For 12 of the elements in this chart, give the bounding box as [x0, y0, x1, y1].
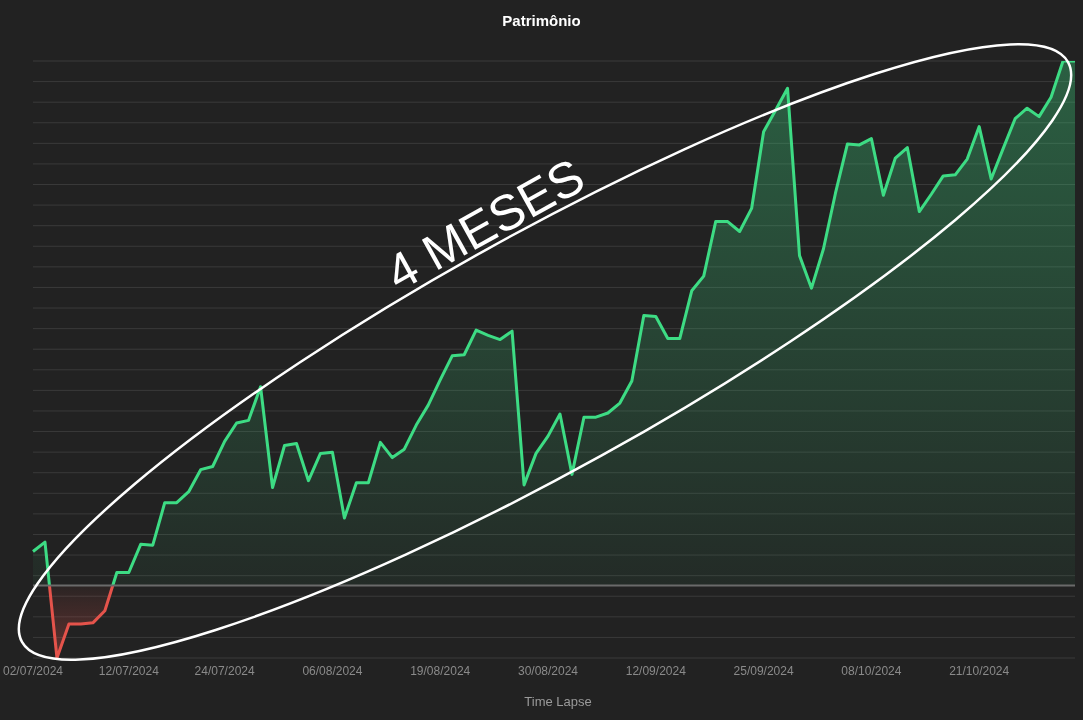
- x-tick-label: 24/07/2024: [194, 663, 255, 678]
- x-tick-label: 08/10/2024: [841, 663, 902, 678]
- x-tick-label: 30/08/2024: [517, 663, 579, 678]
- x-tick-label: 12/09/2024: [625, 663, 687, 678]
- text: Time Lapse: [524, 694, 592, 709]
- x-tick-label: 12/07/2024: [98, 663, 160, 678]
- x-tick-label: 19/08/2024: [410, 663, 471, 678]
- x-tick-label: 25/09/2024: [733, 663, 794, 678]
- x-tick-label: 21/10/2024: [949, 663, 1010, 678]
- chart-title: Patrimônio: [501, 12, 582, 29]
- x-tick-label: 02/07/2024: [2, 663, 64, 678]
- x-tick-label: 06/08/2024: [302, 663, 363, 678]
